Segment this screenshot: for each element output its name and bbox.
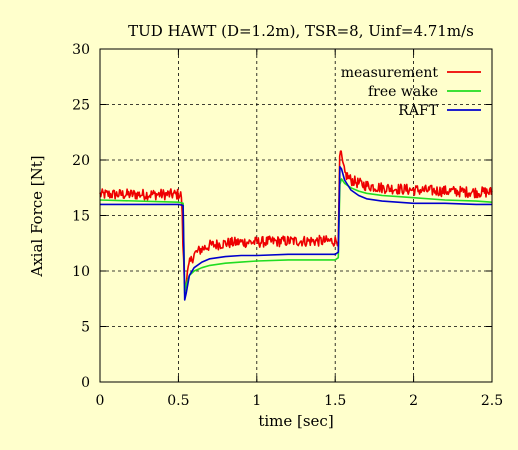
axis-ticks: 0 0.5 1 1.5 2 2.5 0 5 10 15 20 25 30 (72, 42, 503, 409)
x-tick-label: 0 (96, 393, 105, 409)
legend-label: RAFT (398, 103, 438, 119)
y-tick-label: 5 (81, 320, 90, 336)
x-tick-label: 2 (409, 393, 418, 409)
chart-title: TUD HAWT (D=1.2m), TSR=8, Uinf=4.71m/s (128, 22, 474, 40)
grid-lines (100, 49, 492, 382)
y-tick-label: 20 (72, 153, 90, 169)
legend: measurement free wake RAFT (341, 65, 481, 119)
legend-label: free wake (368, 84, 438, 100)
x-tick-label: 1.5 (324, 393, 346, 409)
y-axis-label: Axial Force [Nt] (28, 155, 46, 277)
legend-label: measurement (341, 65, 439, 81)
y-tick-label: 15 (72, 209, 90, 225)
y-tick-label: 30 (72, 42, 90, 58)
y-tick-label: 25 (72, 98, 90, 114)
x-tick-label: 0.5 (167, 393, 189, 409)
y-tick-label: 10 (72, 264, 90, 280)
x-tick-label: 1 (252, 393, 261, 409)
y-tick-label: 0 (81, 375, 90, 391)
series-layer (99, 150, 493, 301)
x-tick-label: 2.5 (481, 393, 503, 409)
series-line-measurement (99, 150, 493, 288)
series-line-raft (100, 165, 492, 301)
x-axis-label: time [sec] (258, 412, 333, 430)
